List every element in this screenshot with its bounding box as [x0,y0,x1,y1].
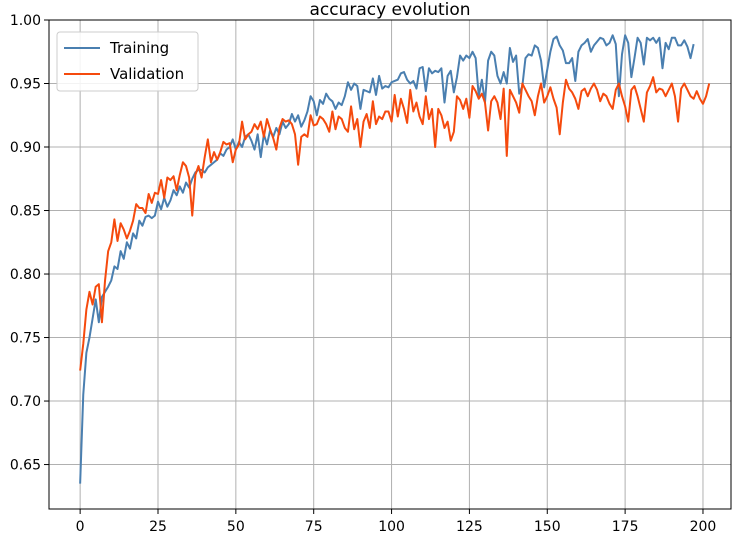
axes: 0 25 50 75 100 125 150 175 200 0.65 0.70 0.75 0.80 0.… [10,13,732,535]
x-tick-label: 50 [227,519,245,535]
plot-frame [48,19,732,510]
series-line-training [79,34,695,484]
y-tick-label: 1.00 [10,13,41,29]
x-tick-label: 125 [456,519,483,535]
y-tick-label: 0.75 [10,331,41,347]
x-tick-label: 0 [76,519,85,535]
y-tick-label: 0.90 [10,140,41,156]
x-tick-label: 75 [305,519,323,535]
y-tick-label: 0.70 [10,394,41,410]
legend-box [56,31,199,92]
legend-label-training: Training [109,39,169,57]
y-tick-label: 0.65 [10,458,41,474]
x-tick-label: 25 [149,519,167,535]
chart-title: accuracy evolution [309,0,470,20]
series-lines [79,34,711,484]
y-tick-label: 0.95 [10,77,41,93]
x-tick-label: 100 [378,519,405,535]
series-line-validation [79,76,711,371]
y-tick-label: 0.80 [10,267,41,283]
legend-label-validation: Validation [110,65,184,83]
x-tick-label: 150 [534,519,561,535]
y-tick-label: 0.85 [10,204,41,220]
x-tick-label: 175 [612,519,639,535]
x-tick-label: 200 [690,519,717,535]
legend: Training Validation [56,31,199,92]
